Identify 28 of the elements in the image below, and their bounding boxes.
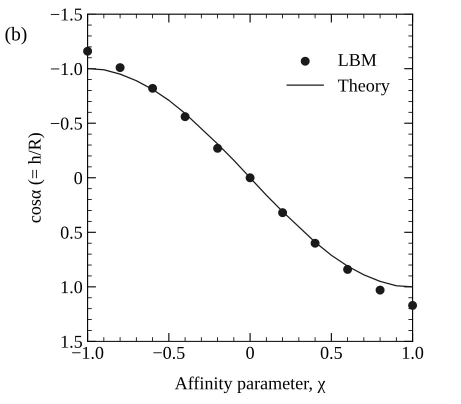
point — [83, 46, 92, 56]
y-axis-title: cosα (= h/R) — [28, 133, 44, 222]
point — [213, 144, 222, 153]
x-tick-label: 0.5 — [320, 346, 342, 360]
y-tick-label: 0.5 — [60, 226, 82, 239]
y-tick-label: −0.5 — [50, 117, 82, 130]
point — [343, 264, 352, 274]
x-tick-label: 1.0 — [402, 346, 424, 360]
x-tick-label: −1.0 — [72, 346, 104, 360]
point — [408, 300, 418, 310]
x-tick-label: 0 — [246, 346, 254, 359]
y-tick-label: −1.0 — [50, 62, 82, 76]
y-tick-label: 1.5 — [62, 336, 82, 348]
point — [278, 208, 288, 218]
x-axis-title: Affinity parameter, χ — [174, 376, 326, 394]
y-tick-label: 0 — [74, 172, 82, 184]
x-tick-label: −0.5 — [153, 346, 185, 360]
point — [148, 84, 158, 93]
y-tick-label: −1.5 — [50, 8, 82, 21]
point — [310, 238, 320, 248]
point — [180, 112, 190, 122]
point — [246, 173, 255, 182]
y-tick-label: 1.0 — [62, 281, 82, 294]
text: (b) — [5, 26, 26, 45]
legend-label: LBM — [338, 54, 376, 66]
legend-label: Theory — [338, 78, 390, 96]
point — [376, 286, 385, 295]
point — [116, 63, 125, 72]
